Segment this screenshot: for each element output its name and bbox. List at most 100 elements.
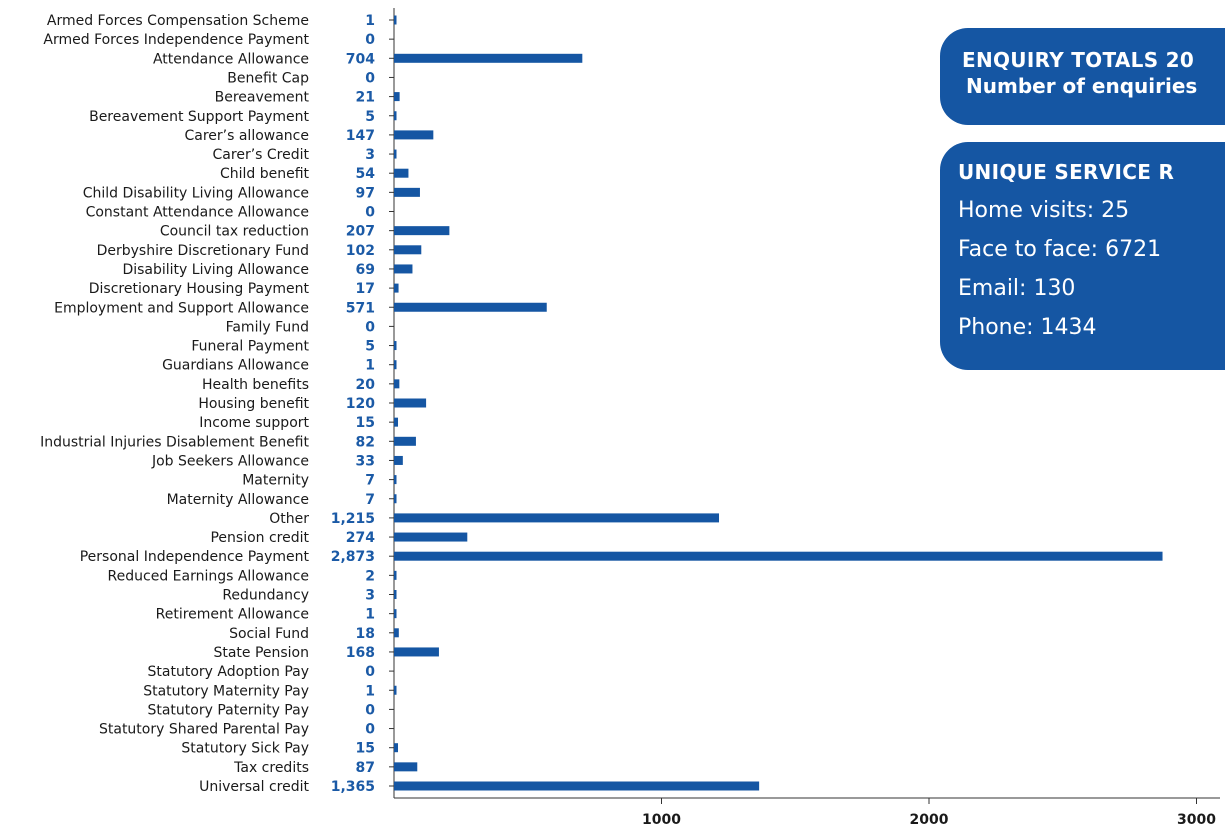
category-label: Council tax reduction <box>160 224 309 240</box>
category-label: Universal credit <box>199 779 309 795</box>
category-label: Carer’s Credit <box>213 147 310 163</box>
value-label: 1,365 <box>331 779 375 795</box>
value-label: 15 <box>356 415 375 431</box>
value-label: 3 <box>365 147 375 163</box>
enquiry-totals-subtitle: Number of enquiries <box>966 74 1198 98</box>
bar <box>394 494 397 504</box>
bar <box>394 379 400 389</box>
category-label: Maternity <box>242 473 309 489</box>
bar <box>394 187 420 197</box>
value-label: 571 <box>346 300 375 316</box>
value-label: 147 <box>346 128 375 144</box>
category-label: Pension credit <box>210 530 309 546</box>
bar <box>394 532 468 542</box>
value-label: 0 <box>365 722 375 738</box>
category-label: Industrial Injuries Disablement Benefit <box>40 434 309 450</box>
category-label: Statutory Maternity Pay <box>143 683 309 699</box>
service-item-email: Email: 130 <box>958 276 1076 301</box>
service-item-phone: Phone: 1434 <box>958 315 1097 340</box>
value-label: 102 <box>346 243 375 259</box>
value-label: 5 <box>365 339 375 355</box>
category-label: Retirement Allowance <box>156 607 309 623</box>
service-item-home-visits: Home visits: 25 <box>958 198 1130 223</box>
value-label: 87 <box>356 760 375 776</box>
value-label: 0 <box>365 702 375 718</box>
value-label: 207 <box>346 224 375 240</box>
category-label: Health benefits <box>202 377 309 393</box>
category-label: State Pension <box>213 645 309 661</box>
category-label: Bereavement Support Payment <box>89 109 309 125</box>
bar <box>394 302 547 312</box>
x-tick-label: 1000 <box>642 812 681 828</box>
value-label: 17 <box>356 281 375 297</box>
bar <box>394 92 400 102</box>
bar <box>394 264 413 274</box>
bar <box>394 398 427 408</box>
value-label: 1 <box>365 607 375 623</box>
category-label: Attendance Allowance <box>153 51 309 67</box>
bar <box>394 226 450 236</box>
bar <box>394 149 397 159</box>
bar <box>394 609 397 619</box>
category-label: Carer’s allowance <box>184 128 309 144</box>
category-label: Bereavement <box>215 90 310 106</box>
category-label: Guardians Allowance <box>162 358 309 374</box>
value-label: 120 <box>346 396 375 412</box>
bar <box>394 551 1163 561</box>
category-label: Family Fund <box>226 319 309 335</box>
value-label: 97 <box>356 185 375 201</box>
category-label: Statutory Paternity Pay <box>147 702 309 718</box>
value-label: 1 <box>365 358 375 374</box>
category-label: Armed Forces Independence Payment <box>43 32 309 48</box>
category-label: Statutory Shared Parental Pay <box>99 722 309 738</box>
bar <box>394 168 409 178</box>
category-label: Personal Independence Payment <box>80 549 310 565</box>
value-label: 82 <box>356 434 375 450</box>
value-label: 1 <box>365 13 375 29</box>
bar <box>394 685 397 695</box>
value-label: 18 <box>356 626 375 642</box>
category-label: Income support <box>199 415 309 431</box>
value-label: 2,873 <box>331 549 375 565</box>
category-label: Social Fund <box>229 626 309 642</box>
value-label: 7 <box>365 473 375 489</box>
value-label: 33 <box>356 453 375 469</box>
category-label: Discretionary Housing Payment <box>89 281 310 297</box>
category-label: Disability Living Allowance <box>122 262 309 278</box>
value-label: 704 <box>346 51 375 67</box>
x-tick-label: 3000 <box>1177 812 1216 828</box>
value-label: 0 <box>365 70 375 86</box>
value-label: 168 <box>346 645 375 661</box>
category-label: Child Disability Living Allowance <box>83 185 309 201</box>
category-label: Statutory Adoption Pay <box>148 664 309 680</box>
category-label: Tax credits <box>233 760 309 776</box>
bar <box>394 590 397 599</box>
value-label: 15 <box>356 741 375 757</box>
bar <box>394 743 399 753</box>
value-label: 54 <box>356 166 376 182</box>
bar <box>394 245 422 255</box>
unique-services-box: UNIQUE SERVICE R Home visits: 25 Face to… <box>940 142 1225 370</box>
category-label: Child benefit <box>220 166 310 182</box>
bar <box>394 360 397 370</box>
value-label: 21 <box>356 90 375 106</box>
bar <box>394 762 418 772</box>
value-label: 2 <box>365 568 375 584</box>
bar <box>394 628 399 638</box>
enquiry-totals-box: ENQUIRY TOTALS 20 Number of enquiries <box>940 28 1225 125</box>
value-label: 1 <box>365 683 375 699</box>
bar <box>394 455 403 465</box>
value-label: 69 <box>356 262 375 278</box>
bar <box>394 647 439 657</box>
bar <box>394 436 416 446</box>
bar <box>394 781 760 791</box>
category-label: Employment and Support Allowance <box>54 300 309 316</box>
value-label: 0 <box>365 205 375 221</box>
bar <box>394 417 399 427</box>
category-label: Redundancy <box>222 588 309 604</box>
value-label: 20 <box>356 377 376 393</box>
value-label: 3 <box>365 588 375 604</box>
service-item-face-to-face: Face to face: 6721 <box>958 237 1162 262</box>
category-label: Statutory Sick Pay <box>181 741 309 757</box>
